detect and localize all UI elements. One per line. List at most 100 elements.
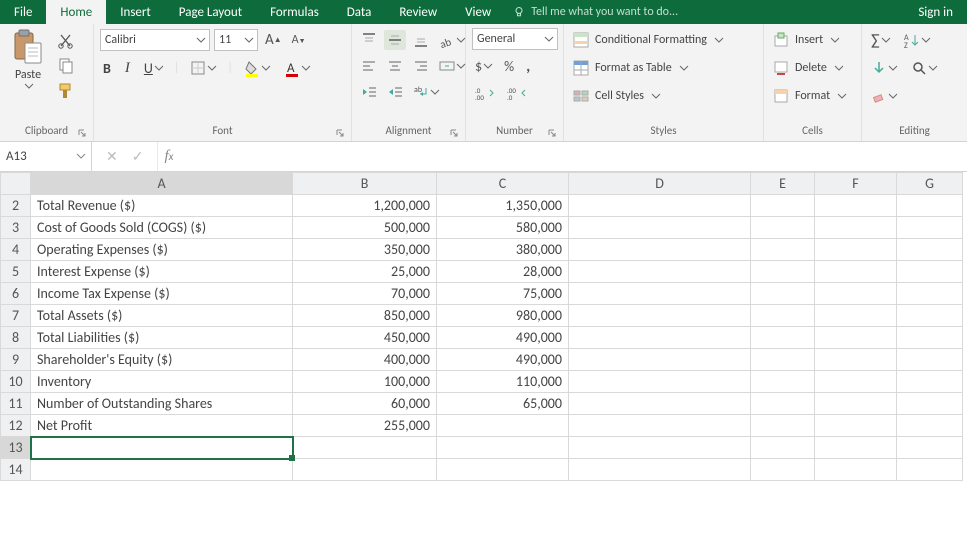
cell-F5[interactable] (815, 261, 897, 283)
row-header-5[interactable]: 5 (1, 261, 31, 283)
name-box[interactable]: A13 (0, 142, 92, 171)
row-header-11[interactable]: 11 (1, 393, 31, 415)
row-header-14[interactable]: 14 (1, 459, 31, 481)
align-top-button[interactable] (358, 30, 380, 50)
copy-button[interactable] (54, 55, 78, 77)
wrap-text-button[interactable]: ab (410, 82, 442, 102)
cell-C2[interactable]: 1,350,000 (437, 195, 569, 217)
font-size-combo[interactable]: 11 (214, 29, 258, 51)
column-header-F[interactable]: F (815, 173, 897, 195)
cell-E4[interactable] (751, 239, 815, 261)
cell-E6[interactable] (751, 283, 815, 305)
cell-E14[interactable] (751, 459, 815, 481)
align-bottom-button[interactable] (410, 30, 432, 50)
tab-page-layout[interactable]: Page Layout (165, 0, 256, 24)
tab-view[interactable]: View (451, 0, 505, 24)
row-header-4[interactable]: 4 (1, 239, 31, 261)
select-all-corner[interactable] (1, 173, 31, 195)
cell-F3[interactable] (815, 217, 897, 239)
cell-G10[interactable] (897, 371, 963, 393)
cell-G13[interactable] (897, 437, 963, 459)
cell-F12[interactable] (815, 415, 897, 437)
decrease-decimal-button[interactable]: .00.0 (504, 85, 530, 103)
alignment-launcher[interactable] (449, 128, 459, 138)
font-launcher[interactable] (335, 128, 345, 138)
cell-F6[interactable] (815, 283, 897, 305)
paste-button[interactable] (11, 28, 45, 66)
clipboard-launcher[interactable] (77, 128, 87, 138)
cell-styles-button[interactable]: Cell Styles (570, 84, 663, 108)
conditional-formatting-button[interactable]: Conditional Formatting (570, 28, 726, 52)
cell-B14[interactable] (293, 459, 437, 481)
cell-G11[interactable] (897, 393, 963, 415)
cell-A6[interactable]: Income Tax Expense ($) (31, 283, 293, 305)
cell-A11[interactable]: Number of Outstanding Shares (31, 393, 293, 415)
cell-G9[interactable] (897, 349, 963, 371)
cell-B4[interactable]: 350,000 (293, 239, 437, 261)
format-painter-button[interactable] (54, 80, 78, 102)
cell-F8[interactable] (815, 327, 897, 349)
tell-me-search[interactable]: Tell me what you want to do... (505, 0, 904, 24)
borders-button[interactable] (187, 58, 219, 78)
row-header-3[interactable]: 3 (1, 217, 31, 239)
cell-D13[interactable] (569, 437, 751, 459)
increase-decimal-button[interactable]: .0.00 (472, 85, 498, 103)
accounting-format-button[interactable]: $ (472, 56, 495, 77)
cell-C13[interactable] (437, 437, 569, 459)
cell-D5[interactable] (569, 261, 751, 283)
decrease-indent-button[interactable] (358, 82, 380, 102)
cell-C11[interactable]: 65,000 (437, 393, 569, 415)
cell-A14[interactable] (31, 459, 293, 481)
cell-G8[interactable] (897, 327, 963, 349)
enter-formula-button[interactable]: ✓ (132, 148, 144, 165)
sign-in-link[interactable]: Sign in (904, 0, 967, 24)
cell-D14[interactable] (569, 459, 751, 481)
align-right-button[interactable] (410, 56, 432, 76)
cell-C7[interactable]: 980,000 (437, 305, 569, 327)
cell-G12[interactable] (897, 415, 963, 437)
row-header-10[interactable]: 10 (1, 371, 31, 393)
cell-G3[interactable] (897, 217, 963, 239)
cell-A5[interactable]: Interest Expense ($) (31, 261, 293, 283)
cell-D7[interactable] (569, 305, 751, 327)
cell-C14[interactable] (437, 459, 569, 481)
formula-bar-input[interactable] (179, 142, 967, 171)
cell-G2[interactable] (897, 195, 963, 217)
fill-button[interactable] (868, 58, 900, 78)
cell-G7[interactable] (897, 305, 963, 327)
cell-B6[interactable]: 70,000 (293, 283, 437, 305)
cell-B9[interactable]: 400,000 (293, 349, 437, 371)
cell-E12[interactable] (751, 415, 815, 437)
cell-A2[interactable]: Total Revenue ($) (31, 195, 293, 217)
cell-E13[interactable] (751, 437, 815, 459)
cell-C6[interactable]: 75,000 (437, 283, 569, 305)
cell-E10[interactable] (751, 371, 815, 393)
fx-icon[interactable]: fx (158, 142, 179, 171)
font-color-button[interactable]: A (281, 58, 313, 78)
align-middle-button[interactable] (384, 30, 406, 50)
find-select-button[interactable] (908, 58, 940, 78)
percent-format-button[interactable]: % (501, 56, 517, 77)
cell-C9[interactable]: 490,000 (437, 349, 569, 371)
cell-C4[interactable]: 380,000 (437, 239, 569, 261)
cell-D10[interactable] (569, 371, 751, 393)
cell-F14[interactable] (815, 459, 897, 481)
paste-dropdown[interactable] (25, 84, 33, 89)
row-header-12[interactable]: 12 (1, 415, 31, 437)
cell-C3[interactable]: 580,000 (437, 217, 569, 239)
cell-E8[interactable] (751, 327, 815, 349)
cell-B5[interactable]: 25,000 (293, 261, 437, 283)
tab-file[interactable]: File (0, 0, 46, 24)
cell-C12[interactable] (437, 415, 569, 437)
align-center-button[interactable] (384, 56, 406, 76)
cell-B12[interactable]: 255,000 (293, 415, 437, 437)
cell-A8[interactable]: Total Liabilities ($) (31, 327, 293, 349)
autosum-button[interactable]: ∑ (868, 29, 893, 52)
cell-C5[interactable]: 28,000 (437, 261, 569, 283)
cell-E9[interactable] (751, 349, 815, 371)
cell-G14[interactable] (897, 459, 963, 481)
tab-home[interactable]: Home (46, 0, 106, 24)
cell-A9[interactable]: Shareholder's Equity ($) (31, 349, 293, 371)
column-header-E[interactable]: E (751, 173, 815, 195)
cell-F11[interactable] (815, 393, 897, 415)
